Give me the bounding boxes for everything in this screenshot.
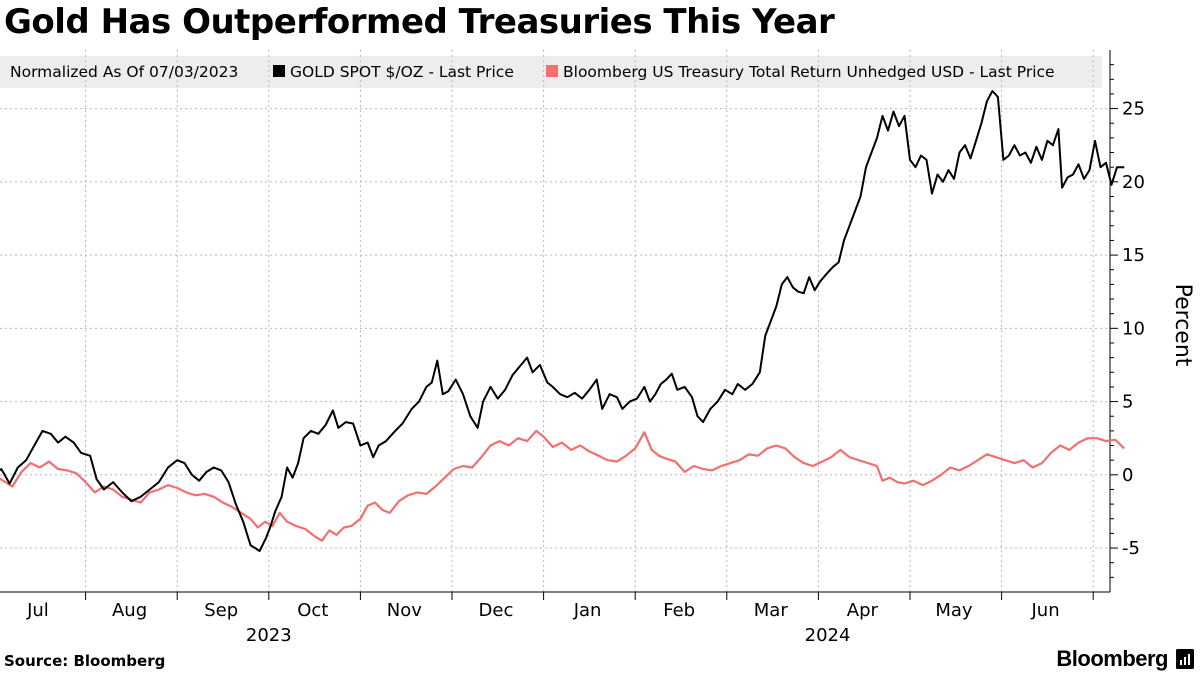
series-lines bbox=[0, 90, 1126, 552]
grid bbox=[0, 50, 1110, 592]
legend-label-gold: GOLD SPOT $/OZ - Last Price bbox=[290, 63, 514, 81]
y-tick-label: 0 bbox=[1122, 465, 1133, 486]
legend-swatch-treasury bbox=[546, 65, 558, 77]
y-tick-label: 15 bbox=[1122, 245, 1145, 266]
x-tick-label: Sep bbox=[204, 600, 238, 621]
x-tick-label: Jul bbox=[26, 600, 49, 621]
series-line-treasury bbox=[0, 429, 1126, 542]
x-tick-label: Dec bbox=[479, 600, 514, 621]
series-line-gold bbox=[0, 90, 1125, 552]
legend-swatch-gold bbox=[273, 65, 285, 77]
axes: -5 0 5 10 15 20 25 Jul Aug Sep Oct Nov Dec Jan Feb Mar A… bbox=[0, 50, 1145, 646]
x-tick-label: Jan bbox=[573, 600, 602, 621]
legend-label-treasury: Bloomberg US Treasury Total Return Unhed… bbox=[563, 63, 1055, 81]
x-tick-label: Nov bbox=[387, 600, 422, 621]
x-tick-label: Jun bbox=[1031, 600, 1060, 621]
legend-note: Normalized As Of 07/03/2023 bbox=[10, 63, 238, 81]
legend: Normalized As Of 07/03/2023 GOLD SPOT $/… bbox=[10, 63, 1055, 81]
brand-name: Bloomberg bbox=[1056, 646, 1168, 671]
y-tick-label: 25 bbox=[1122, 99, 1145, 120]
x-tick-label: Mar bbox=[754, 600, 789, 621]
y-tick-label: 5 bbox=[1122, 392, 1133, 413]
y-axis-label: Percent bbox=[1170, 284, 1195, 367]
x-tick-label: Feb bbox=[663, 600, 695, 621]
x-year-label: 2023 bbox=[246, 625, 292, 646]
y-tick-label: 10 bbox=[1122, 318, 1145, 339]
x-year-label: 2024 bbox=[805, 625, 851, 646]
page-title: Gold Has Outperformed Treasuries This Ye… bbox=[4, 2, 835, 42]
y-tick-label: -5 bbox=[1122, 538, 1140, 559]
x-tick-label: Aug bbox=[112, 600, 147, 621]
x-tick-label: May bbox=[935, 600, 973, 621]
brand-logo: Bloomberg bbox=[1056, 646, 1194, 672]
x-tick-label: Oct bbox=[297, 600, 328, 621]
bloomberg-terminal-icon bbox=[1176, 649, 1194, 669]
y-tick-label: 20 bbox=[1122, 172, 1145, 193]
source-note: Source: Bloomberg bbox=[4, 652, 166, 670]
x-tick-label: Apr bbox=[847, 600, 879, 621]
